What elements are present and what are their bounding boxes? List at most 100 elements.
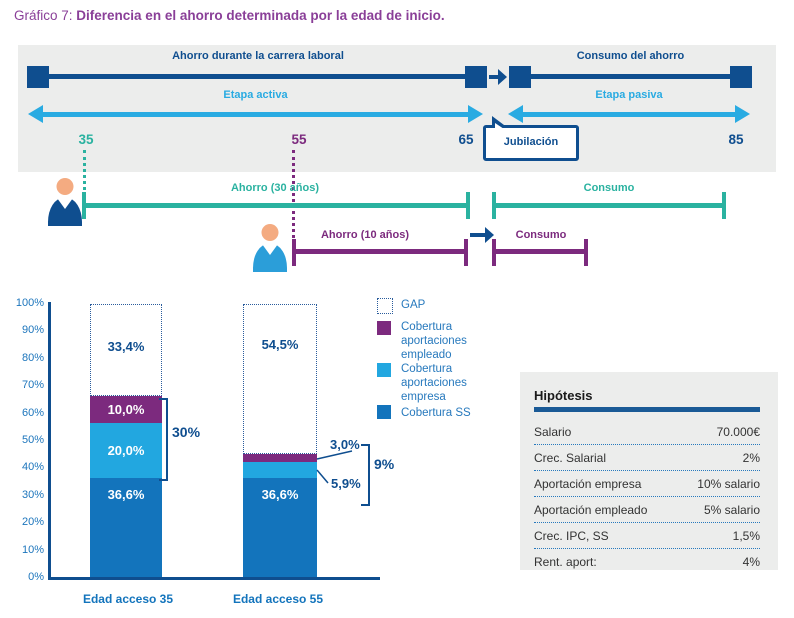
ahorro-30-line xyxy=(84,203,470,208)
dotted-line-35 xyxy=(83,150,86,202)
hypothesis-row-value: 4% xyxy=(742,554,760,569)
age-55: 55 xyxy=(291,132,307,147)
hypothesis-row-value: 2% xyxy=(742,450,760,465)
label-ahorro-30: Ahorro (30 años) xyxy=(230,182,319,194)
label-consumo-ahorro: Consumo del ahorro xyxy=(576,50,685,62)
y-tick-label: 90% xyxy=(21,324,44,336)
purple-tick xyxy=(464,239,468,266)
y-tick-label: 0% xyxy=(28,571,44,583)
hypothesis-panel xyxy=(520,372,778,570)
ahorro-10-line xyxy=(294,249,468,254)
legend-swatch-gap xyxy=(377,298,393,314)
legend-swatch-empleado xyxy=(377,321,391,335)
leader-lines xyxy=(316,450,353,484)
figure-title-main: Diferencia en el ahorro determinada por … xyxy=(76,8,445,23)
consumo-teal-line xyxy=(494,203,724,208)
y-tick-label: 30% xyxy=(21,489,44,501)
hypothesis-row: Crec. IPC, SS 1,5% xyxy=(534,522,760,548)
teal-tick xyxy=(466,192,470,219)
age-65: 65 xyxy=(458,132,474,147)
jubilacion-label: Jubilación xyxy=(503,136,559,148)
label-ahorro-carrera: Ahorro durante la carrera laboral xyxy=(172,50,344,62)
person-55-icon xyxy=(253,224,287,272)
teal-tick xyxy=(722,192,726,219)
y-tick-label: 20% xyxy=(21,516,44,528)
bar55-bracket-label: 9% xyxy=(374,456,395,472)
purple-tick xyxy=(584,239,588,266)
y-tick-label: 80% xyxy=(21,352,44,364)
consumo-purple-line xyxy=(494,249,588,254)
timeline-endcap-square xyxy=(465,66,487,88)
age-35: 35 xyxy=(78,132,94,147)
bar35-bracket-label: 30% xyxy=(172,424,201,440)
hypothesis-row-label: Rent. aport: xyxy=(534,554,597,569)
legend-label-gap: GAP xyxy=(401,299,426,311)
y-tick-label: 70% xyxy=(21,379,44,391)
legend-swatch-ss xyxy=(377,405,391,419)
hypothesis-row-label: Aportación empresa xyxy=(534,476,642,491)
transition-arrow-icon xyxy=(470,227,494,243)
label-etapa-activa: Etapa activa xyxy=(223,89,288,101)
y-tick-label: 40% xyxy=(21,461,44,473)
transition-arrow-icon xyxy=(489,69,507,85)
hypothesis-row-label: Crec. IPC, SS xyxy=(534,528,609,543)
hypothesis-row-value: 10% salario xyxy=(697,476,760,491)
legend-label-empresa: Cobertura aportaciones empresa xyxy=(401,363,467,403)
hypothesis-row-value: 70.000€ xyxy=(716,424,760,439)
figure-title: Gráfico 7: Diferencia en el ahorro deter… xyxy=(14,8,445,23)
hypothesis-table: Salario 70.000€ Crec. Salarial 2% Aporta… xyxy=(534,419,760,574)
saving-career-line xyxy=(38,74,476,79)
dotted-line-55 xyxy=(292,150,295,245)
figure-title-prefix: Gráfico 7: xyxy=(14,8,77,23)
hypothesis-row: Aportación empresa 10% salario xyxy=(534,470,760,496)
bar35-empresa-segment: 20,0% xyxy=(90,423,162,478)
y-tick-label: 60% xyxy=(21,407,44,419)
bar35-bracket xyxy=(159,398,168,481)
hypothesis-row: Rent. aport: 4% xyxy=(534,548,760,574)
timeline-panel xyxy=(18,45,776,172)
x-axis-line xyxy=(48,577,380,580)
label-consumo-teal: Consumo xyxy=(583,182,635,194)
consume-line xyxy=(520,74,741,79)
legend-label-empleado: Cobertura aportaciones empleado xyxy=(401,321,467,361)
timeline-endcap-square xyxy=(730,66,752,88)
bar35-gap-segment: 33,4% xyxy=(90,304,162,396)
y-tick-label: 10% xyxy=(21,544,44,556)
passive-stage-arrow-icon xyxy=(508,105,750,123)
y-tick-label: 50% xyxy=(21,434,44,446)
hypothesis-row-label: Crec. Salarial xyxy=(534,450,607,465)
y-tick-label: 100% xyxy=(15,297,44,309)
label-consumo-purple: Consumo xyxy=(515,229,567,241)
bar55-ss-segment: 36,6% xyxy=(243,478,317,577)
bar55-empleado-segment xyxy=(243,454,317,462)
bar55-empresa-segment xyxy=(243,462,317,478)
hypothesis-row-label: Aportación empleado xyxy=(534,502,648,517)
bar35-empleado-segment: 10,0% xyxy=(90,396,162,423)
jubilacion-callout: Jubilación xyxy=(483,116,579,161)
bar55-empleado-label: 3,0% xyxy=(330,437,360,452)
hypothesis-row: Salario 70.000€ xyxy=(534,419,760,444)
category-label-55: Edad acceso 55 xyxy=(232,592,324,606)
hypothesis-row-value: 5% salario xyxy=(703,502,760,517)
bar55-gap-segment: 54,5% xyxy=(243,304,317,454)
active-stage-arrow-icon xyxy=(28,105,483,123)
legend-swatch-empresa xyxy=(377,363,391,377)
label-ahorro-10: Ahorro (10 años) xyxy=(320,229,409,241)
label-etapa-pasiva: Etapa pasiva xyxy=(595,89,663,101)
hypothesis-title: Hipótesis xyxy=(534,388,593,403)
age-85: 85 xyxy=(728,132,744,147)
y-axis-line xyxy=(48,302,51,580)
hypothesis-row: Aportación empleado 5% salario xyxy=(534,496,760,522)
hypothesis-row-label: Salario xyxy=(534,424,572,439)
bar35-ss-segment: 36,6% xyxy=(90,478,162,577)
category-label-35: Edad acceso 35 xyxy=(82,592,174,606)
callout-pointer-inner-icon xyxy=(495,123,504,129)
hypothesis-title-rule xyxy=(534,407,760,412)
person-35-icon xyxy=(48,178,82,226)
bar55-bracket xyxy=(361,444,370,506)
hypothesis-row: Crec. Salarial 2% xyxy=(534,444,760,470)
legend-label-ss: Cobertura SS xyxy=(401,407,471,419)
bar55-empresa-label: 5,9% xyxy=(331,476,361,491)
hypothesis-row-value: 1,5% xyxy=(732,528,760,543)
